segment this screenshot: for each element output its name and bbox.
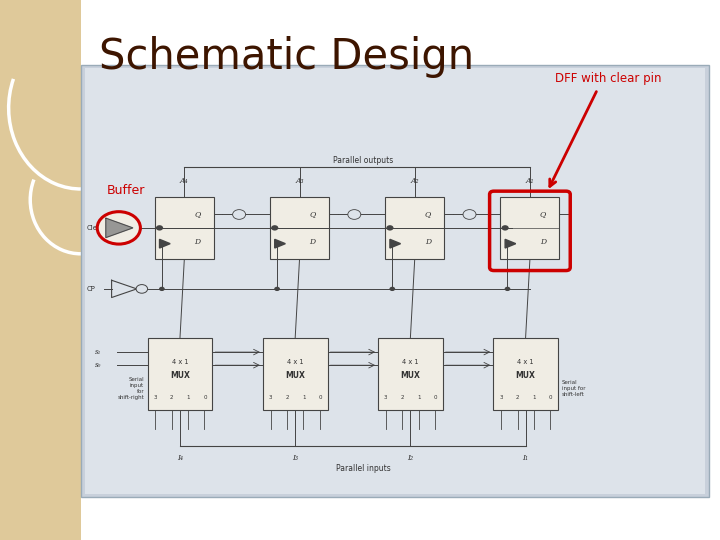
Text: D: D <box>540 238 546 246</box>
Text: 0: 0 <box>203 395 207 400</box>
Circle shape <box>502 225 509 231</box>
Text: 1: 1 <box>532 395 536 400</box>
Circle shape <box>97 212 140 244</box>
Bar <box>493 338 558 410</box>
Text: I₄: I₄ <box>177 454 183 462</box>
Text: 1: 1 <box>186 395 190 400</box>
Text: Serial
input for
shift-left: Serial input for shift-left <box>562 380 585 397</box>
Text: s₁: s₁ <box>95 348 102 356</box>
Bar <box>270 197 329 259</box>
Text: MUX: MUX <box>170 371 190 380</box>
Circle shape <box>271 225 279 231</box>
Circle shape <box>463 210 476 219</box>
Text: Clear: Clear <box>86 225 104 231</box>
Text: 0: 0 <box>433 395 437 400</box>
Polygon shape <box>160 239 170 248</box>
Text: D: D <box>310 238 315 246</box>
Text: 3: 3 <box>384 395 387 400</box>
Text: 4 x 1: 4 x 1 <box>172 359 188 364</box>
Text: 2: 2 <box>170 395 174 400</box>
Bar <box>85 68 705 494</box>
Text: Q: Q <box>310 211 315 219</box>
Circle shape <box>390 287 395 291</box>
Text: A₁: A₁ <box>526 177 534 185</box>
Circle shape <box>156 225 163 231</box>
Text: 2: 2 <box>400 395 404 400</box>
Text: I₃: I₃ <box>292 454 298 462</box>
Text: MUX: MUX <box>285 371 305 380</box>
Text: Buffer: Buffer <box>107 184 145 197</box>
Polygon shape <box>505 239 516 248</box>
Polygon shape <box>275 239 285 248</box>
Bar <box>385 197 444 259</box>
Bar <box>148 338 212 410</box>
Text: 2: 2 <box>285 395 289 400</box>
Text: D: D <box>425 238 431 246</box>
Text: A₃: A₃ <box>295 177 304 185</box>
Text: CP: CP <box>86 286 95 292</box>
Polygon shape <box>106 218 133 238</box>
Text: 4 x 1: 4 x 1 <box>402 359 418 364</box>
Circle shape <box>159 287 165 291</box>
Text: 4 x 1: 4 x 1 <box>518 359 534 364</box>
Text: Q: Q <box>540 211 546 219</box>
Circle shape <box>136 285 148 293</box>
Text: MUX: MUX <box>400 371 420 380</box>
Text: Q: Q <box>194 211 200 219</box>
Text: Parallel outputs: Parallel outputs <box>333 156 394 165</box>
Circle shape <box>233 210 246 219</box>
Text: MUX: MUX <box>516 371 536 380</box>
Text: D: D <box>194 238 200 246</box>
Circle shape <box>387 225 394 231</box>
Bar <box>378 338 443 410</box>
Text: 3: 3 <box>269 395 272 400</box>
Text: 1: 1 <box>302 395 305 400</box>
Text: DFF with clear pin: DFF with clear pin <box>555 72 662 85</box>
Bar <box>263 338 328 410</box>
Text: 0: 0 <box>318 395 322 400</box>
Text: Q: Q <box>425 211 431 219</box>
Text: A₂: A₂ <box>410 177 419 185</box>
Text: 2: 2 <box>516 395 519 400</box>
Text: A₄: A₄ <box>180 177 189 185</box>
Circle shape <box>348 210 361 219</box>
Text: s₀: s₀ <box>95 361 102 369</box>
Bar <box>0 0 81 540</box>
Circle shape <box>505 287 510 291</box>
Text: Serial
input
for
shift-right: Serial input for shift-right <box>117 377 144 400</box>
Text: 3: 3 <box>499 395 503 400</box>
Bar <box>81 65 709 497</box>
Text: 3: 3 <box>153 395 157 400</box>
Text: 1: 1 <box>417 395 420 400</box>
Text: Schematic Design: Schematic Design <box>99 36 474 78</box>
Polygon shape <box>390 239 400 248</box>
Text: 4 x 1: 4 x 1 <box>287 359 303 364</box>
Circle shape <box>274 287 280 291</box>
Bar <box>155 197 214 259</box>
Text: Parallel inputs: Parallel inputs <box>336 464 391 474</box>
Text: 0: 0 <box>549 395 552 400</box>
Bar <box>500 197 559 259</box>
Text: I₁: I₁ <box>523 454 528 462</box>
Text: I₂: I₂ <box>408 454 413 462</box>
